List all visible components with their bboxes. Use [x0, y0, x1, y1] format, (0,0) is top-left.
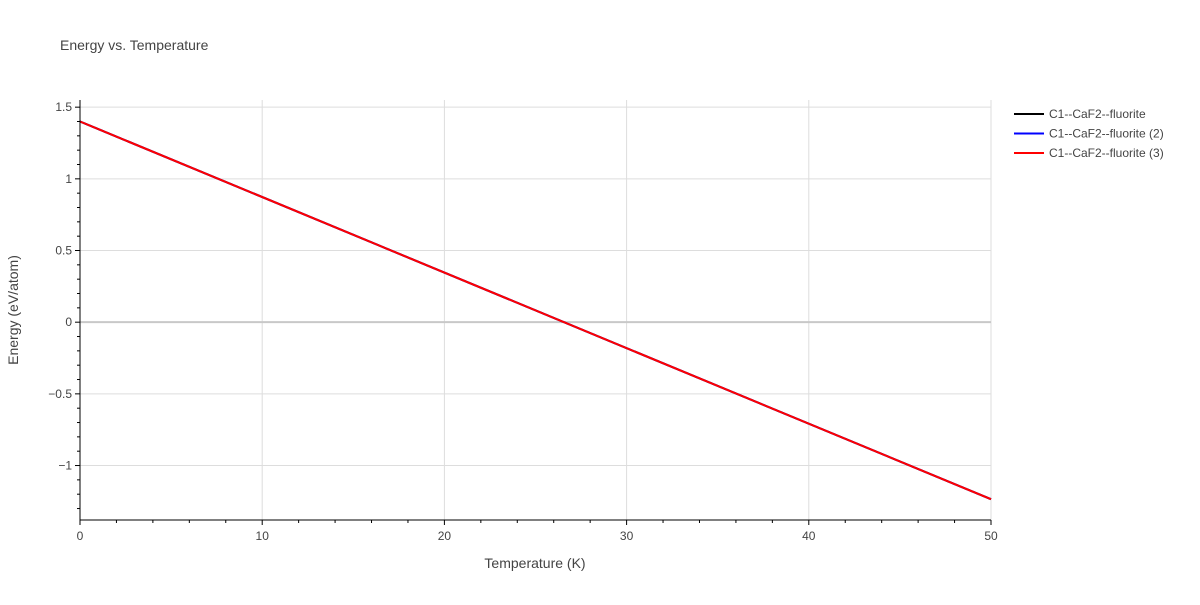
axes: [75, 100, 992, 525]
y-axis-title: Energy (eV/atom): [5, 255, 21, 365]
y-tick-label: 0.5: [55, 244, 72, 258]
y-tick-label: −0.5: [48, 387, 72, 401]
x-tick-label: 30: [620, 529, 634, 543]
legend-label-1: C1--CaF2--fluorite: [1049, 107, 1146, 121]
y-tick-label: 1: [65, 172, 72, 186]
legend-label-3: C1--CaF2--fluorite (3): [1049, 146, 1164, 160]
x-tick-label: 50: [984, 529, 998, 543]
x-tick-label: 0: [77, 529, 84, 543]
x-tick-label: 10: [256, 529, 270, 543]
chart-title: Energy vs. Temperature: [60, 37, 209, 53]
grid: [80, 100, 992, 520]
legend: C1--CaF2--fluorite C1--CaF2--fluorite (2)…: [1014, 107, 1164, 160]
y-tick-label: −1: [58, 459, 72, 473]
series-line-3: [79, 120, 992, 501]
series-layer: [79, 120, 992, 501]
tick-labels: 0 10 20 30 40 50 −1 −0.5 0 0.5 1 1.5: [48, 100, 998, 543]
y-tick-label: 1.5: [55, 100, 72, 114]
x-tick-label: 40: [802, 529, 816, 543]
y-tick-label: 0: [65, 315, 72, 329]
legend-label-2: C1--CaF2--fluorite (2): [1049, 127, 1164, 141]
x-axis-title: Temperature (K): [484, 555, 585, 571]
x-tick-label: 20: [438, 529, 452, 543]
